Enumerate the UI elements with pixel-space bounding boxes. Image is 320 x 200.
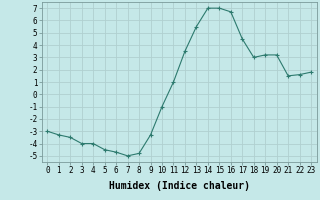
X-axis label: Humidex (Indice chaleur): Humidex (Indice chaleur) [109, 181, 250, 191]
